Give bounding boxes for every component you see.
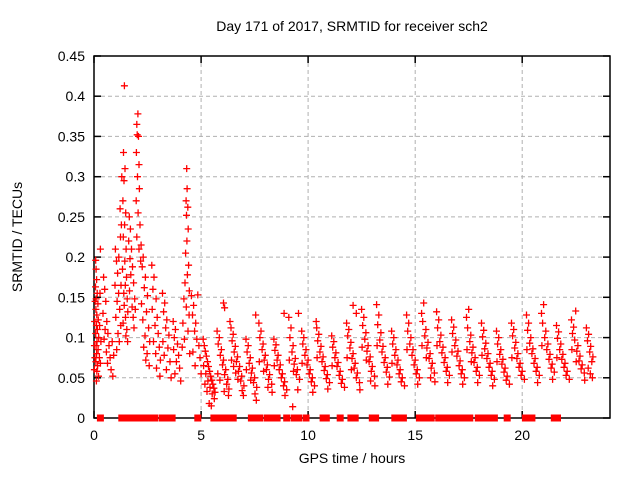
x-tick-label: 20 [514,427,530,443]
y-tick-label: 0.15 [58,289,85,305]
y-axis-label: SRMTID / TECUs [9,182,25,292]
x-tick-label: 0 [90,427,98,443]
x-axis-label: GPS time / hours [299,450,406,466]
y-tick-label: 0.35 [58,128,85,144]
y-tick-label: 0 [77,410,85,426]
y-tick-label: 0.1 [66,330,86,346]
zero-square-markers [96,414,561,422]
plus-markers [90,82,597,411]
y-tick-label: 0.2 [66,249,86,265]
y-tick-label: 0.3 [66,169,86,185]
y-tick-label: 0.4 [66,88,86,104]
x-tick-label: 10 [300,427,316,443]
y-tick-label: 0.45 [58,48,85,64]
chart-title: Day 171 of 2017, SRMTID for receiver sch… [216,18,488,34]
x-tick-label: 15 [407,427,423,443]
x-tick-label: 5 [197,427,205,443]
y-tick-label: 0.05 [58,370,85,386]
tick-labels: 0 5 10 15 20 0 0.05 0.1 0.15 0.2 0.25 0.3 0.35 0.4 0.4… [58,48,530,443]
y-tick-label: 0.25 [58,209,85,225]
scatter-points [90,82,597,422]
